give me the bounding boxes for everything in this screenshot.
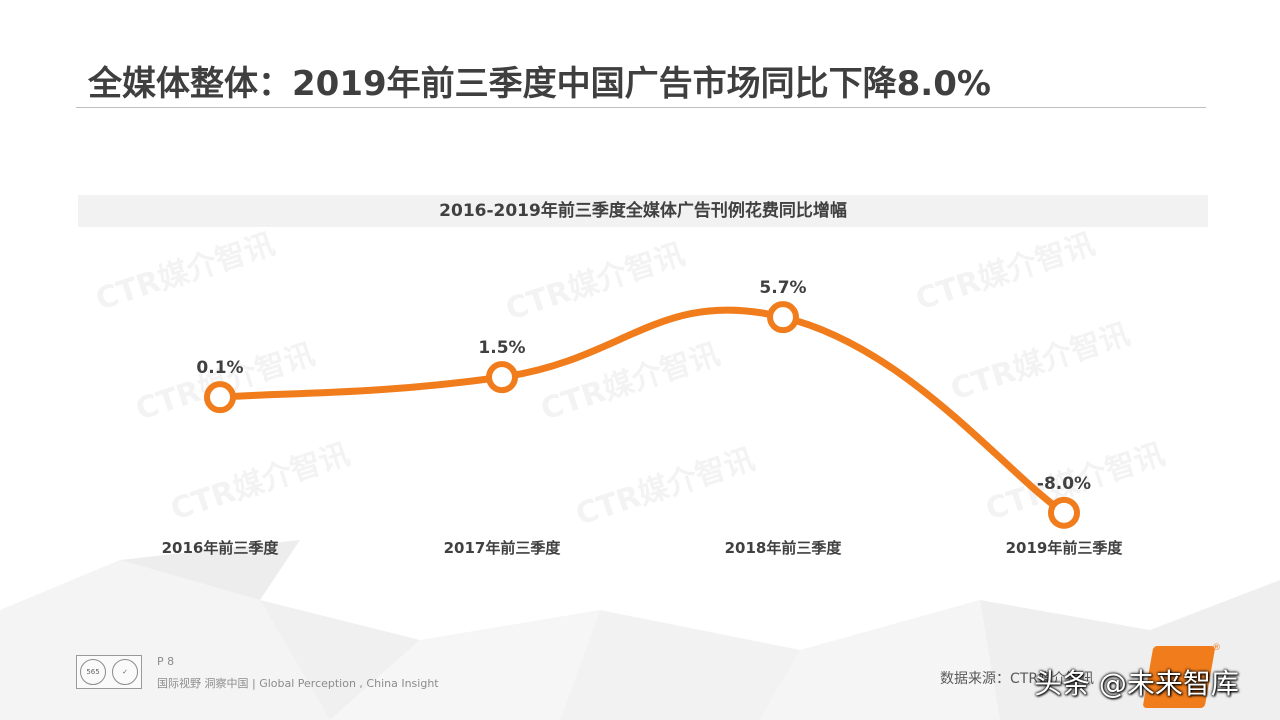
series-line — [216, 306, 1068, 517]
watermark-text: CTR媒介智讯 — [912, 227, 1099, 318]
overlay-watermark-text: 头条 @未来智库 — [1034, 667, 1239, 700]
data-label: 0.1% — [196, 358, 243, 378]
ukas-seal-icon: ✓ — [112, 659, 138, 685]
page-title: 全媒体整体：2019年前三季度中国广告市场同比下降8.0% — [88, 64, 991, 104]
marker-layer — [204, 301, 1080, 529]
certification-logo: 565 ✓ — [76, 655, 142, 689]
data-point-marker — [1048, 496, 1080, 529]
data-point-marker — [767, 301, 799, 334]
watermark-text: CTR媒介智讯 — [167, 437, 354, 528]
data-source: 数据来源：CTR媒介智讯 — [940, 671, 1095, 687]
x-tick-label: 2019年前三季度 — [1006, 539, 1124, 557]
title-divider — [76, 107, 1206, 108]
footer-slogan: 国际视野 洞察中国 | Global Perception , China In… — [157, 677, 439, 690]
x-tick-label: 2017年前三季度 — [444, 539, 562, 557]
data-label: 1.5% — [478, 338, 525, 358]
x-tick-label: 2018年前三季度 — [725, 539, 843, 557]
watermark-text: CTR媒介智讯 — [92, 227, 279, 318]
chart-title: 2016-2019年前三季度全媒体广告刊例花费同比增幅 — [78, 195, 1208, 227]
series-line-layer — [216, 306, 1068, 517]
data-label: -8.0% — [1037, 474, 1091, 494]
watermark-text: CTR媒介智讯 — [947, 317, 1134, 408]
watermark-text: CTR媒介智讯 — [572, 442, 759, 533]
x-tick-label: 2016年前三季度 — [162, 539, 280, 557]
data-label: 5.7% — [759, 278, 806, 298]
x-axis-labels: 2016年前三季度 2017年前三季度 2018年前三季度 2019年前三季度 — [162, 539, 1124, 557]
registered-mark: ® — [1212, 643, 1221, 653]
watermark-text: CTR媒介智讯 — [502, 237, 689, 328]
quality-seal-icon: 565 — [80, 659, 106, 685]
data-point-marker — [204, 381, 236, 414]
watermark-text: CTR媒介智讯 — [537, 337, 724, 428]
data-label-layer: 0.1% 1.5% 5.7% -8.0% — [196, 278, 1091, 494]
data-point-marker — [486, 361, 518, 394]
page-number: P 8 — [157, 655, 175, 668]
